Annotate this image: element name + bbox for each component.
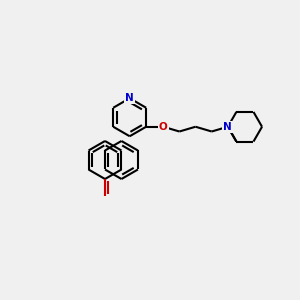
Text: N: N (125, 93, 134, 103)
Text: O: O (159, 122, 168, 132)
Text: N: N (224, 122, 232, 132)
